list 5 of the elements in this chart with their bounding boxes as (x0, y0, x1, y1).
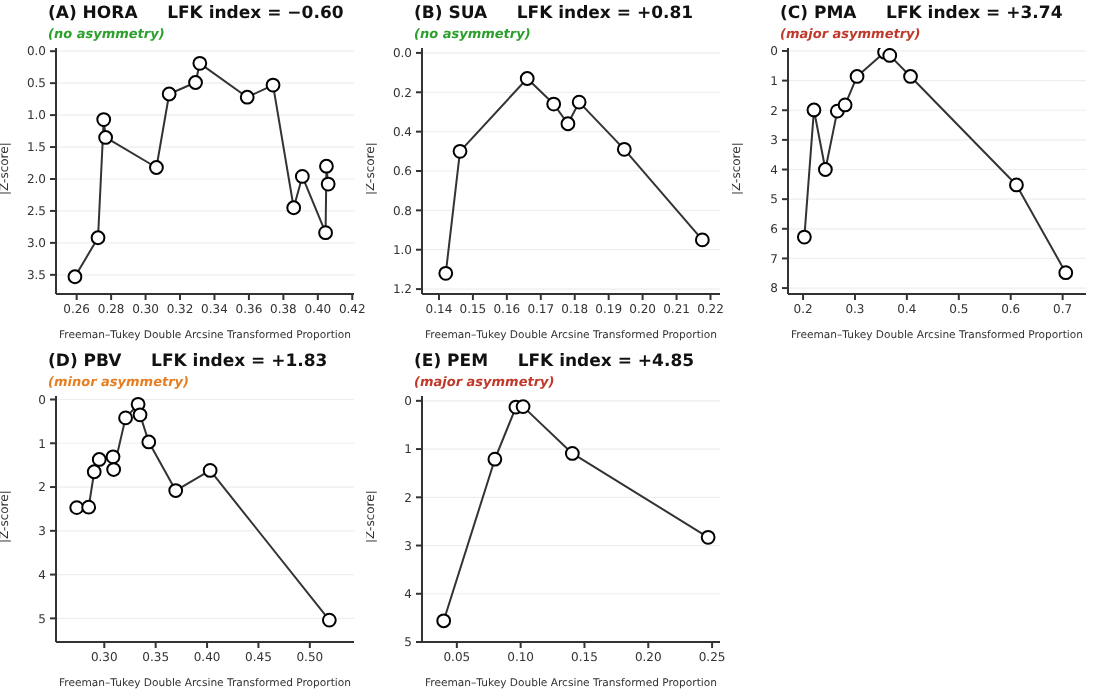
chart-title: (C) PMA LFK index = +3.74 (780, 4, 1063, 24)
chart-title: (A) HORA LFK index = −0.60 (48, 4, 344, 24)
chart-title: (E) PEM LFK index = +4.85 (414, 352, 695, 372)
chart-title: (B) SUA LFK index = +0.81 (414, 4, 694, 24)
chart-title: (D) PBV LFK index = +1.83 (48, 352, 328, 372)
